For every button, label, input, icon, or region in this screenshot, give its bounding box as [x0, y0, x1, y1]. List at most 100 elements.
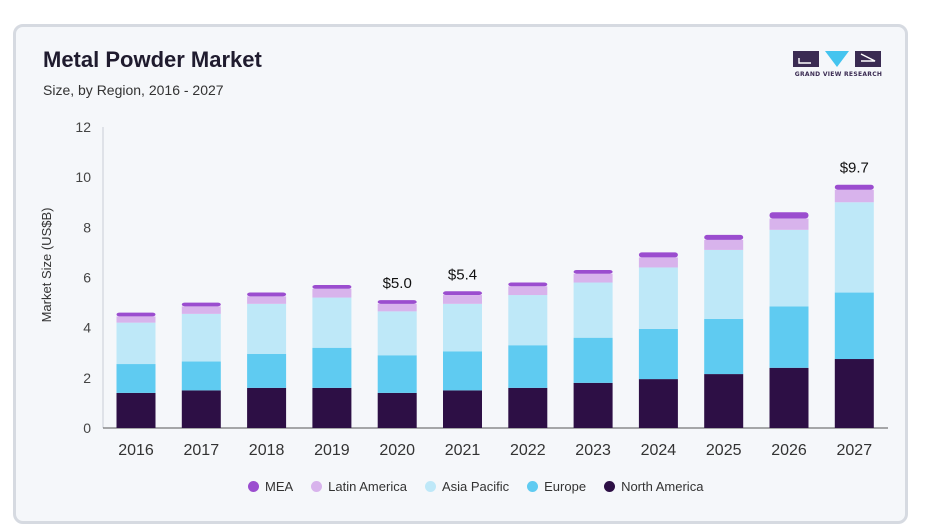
bar-segment — [769, 218, 809, 230]
x-tick-label: 2016 — [118, 442, 154, 459]
x-tick-label: 2020 — [379, 442, 415, 459]
logo-text: GRAND VIEW RESEARCH — [794, 71, 883, 78]
bar-segment — [508, 295, 548, 346]
bar-segment — [377, 311, 417, 356]
bar-segment — [181, 306, 221, 314]
chart-card: Metal Powder Market Size, by Region, 201… — [13, 24, 908, 524]
x-tick-label: 2026 — [771, 442, 807, 459]
bar-segment — [704, 318, 744, 375]
legend-swatch — [311, 481, 323, 492]
bar-segment — [573, 382, 613, 428]
bar-segment — [704, 374, 744, 428]
bar-segment — [638, 257, 678, 268]
bar-segment — [247, 354, 287, 388]
y-tick-label: 2 — [83, 370, 91, 386]
data-label: $5.4 — [448, 266, 477, 283]
bar-segment — [834, 292, 874, 360]
bar-segment — [508, 387, 548, 428]
bar-segment — [247, 387, 287, 428]
legend-item: Europe — [527, 479, 586, 494]
bar-segment — [312, 288, 352, 298]
bar-segment — [638, 328, 678, 380]
logo-mark-icon — [793, 51, 881, 67]
y-tick-label: 8 — [83, 219, 91, 235]
bar-segment — [312, 297, 352, 348]
legend-item: North America — [604, 479, 703, 494]
chart-title: Metal Powder Market — [43, 47, 262, 72]
bar-segment — [443, 303, 482, 352]
bar-segment — [377, 355, 417, 393]
x-tick-label: 2018 — [249, 442, 285, 459]
y-tick-label: 0 — [83, 420, 91, 436]
bar-segment — [834, 202, 874, 293]
bar-segment — [704, 234, 744, 240]
bar-segment — [769, 367, 809, 428]
bar-segment — [638, 267, 678, 329]
bar-segment — [247, 303, 287, 355]
bar-segment — [377, 392, 417, 428]
x-tick-label: 2017 — [184, 442, 220, 459]
bar-segment — [704, 249, 744, 319]
bar-segment — [181, 302, 221, 307]
legend-swatch — [424, 481, 436, 492]
y-tick-label: 4 — [83, 320, 91, 336]
x-tick-label: 2025 — [706, 442, 742, 459]
bar-segment — [181, 361, 221, 391]
bar-segment — [443, 291, 482, 296]
bar-segment — [834, 189, 874, 203]
x-tick-label: 2021 — [445, 442, 481, 459]
bar-segment — [181, 313, 221, 362]
bar-segment — [769, 306, 809, 368]
bar-segment — [377, 303, 417, 312]
bar-segment — [573, 269, 613, 274]
x-tick-label: 2022 — [510, 442, 546, 459]
legend-label: North America — [621, 479, 704, 494]
bar-segment — [312, 285, 352, 289]
legend-item: Latin America — [311, 479, 407, 494]
bar-segment — [116, 364, 156, 393]
bar-segment — [247, 296, 287, 304]
y-axis-label: Market Size (US$B) — [39, 208, 54, 323]
bar-segment — [443, 390, 482, 428]
bar-segment — [638, 379, 678, 428]
y-tick-label: 6 — [83, 270, 91, 286]
bar-segment — [704, 239, 744, 250]
x-tick-label: 2019 — [314, 442, 350, 459]
bar-segment — [116, 312, 156, 317]
legend-label: Latin America — [328, 479, 407, 494]
x-tick-label: 2024 — [641, 442, 677, 459]
data-label: $9.7 — [840, 160, 869, 177]
bar-segment — [116, 316, 156, 323]
x-tick-label: 2027 — [837, 442, 873, 459]
chart-legend: MEA Latin America Asia Pacific Europe North … — [248, 479, 703, 494]
bar-segment — [116, 322, 156, 365]
legend-label: Asia Pacific — [441, 479, 510, 494]
legend-item: MEA — [248, 479, 293, 494]
bar-segment — [573, 273, 613, 283]
bar-segment — [377, 300, 417, 304]
bar-segment — [116, 392, 156, 428]
bar-segment — [312, 387, 352, 428]
bar-segment — [181, 390, 221, 428]
bar-segment — [638, 252, 678, 258]
bar-segment — [312, 347, 352, 388]
bar-segment — [573, 282, 613, 338]
bar-segment — [247, 292, 287, 297]
grand-view-research-logo: GRAND VIEW RESEARCH — [791, 49, 886, 79]
y-tick-label: 12 — [75, 119, 91, 135]
bar-segment — [443, 351, 482, 391]
legend-label: Europe — [544, 479, 587, 494]
y-tick-label: 10 — [75, 169, 91, 185]
bar-segment — [508, 345, 548, 388]
legend-swatch — [604, 481, 616, 492]
bar-segment — [573, 337, 613, 383]
bar-segment — [443, 295, 482, 304]
legend-label: MEA — [265, 479, 294, 494]
bar-segment — [769, 229, 809, 307]
legend-item: Asia Pacific — [424, 479, 510, 494]
bar-segment — [508, 286, 548, 296]
x-tick-label: 2023 — [575, 442, 611, 459]
legend-swatch — [248, 481, 259, 492]
chart-subtitle: Size, by Region, 2016 - 2027 — [43, 82, 224, 98]
